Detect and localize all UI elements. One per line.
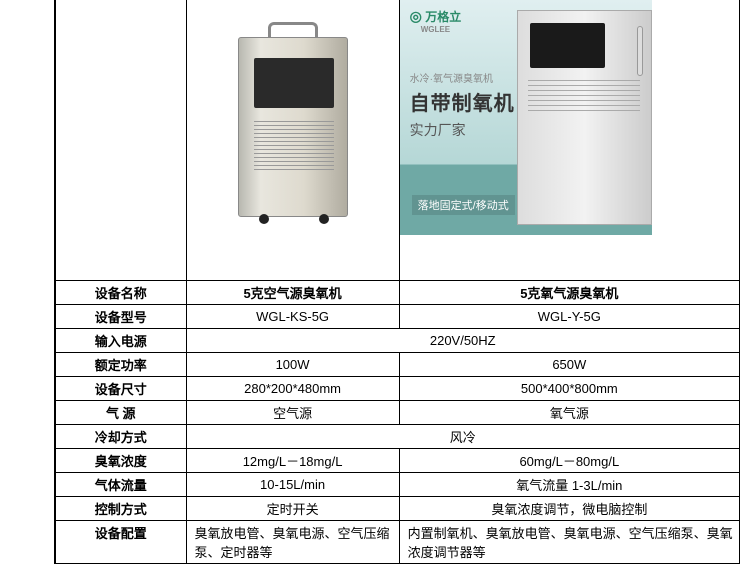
product-image-row: ◎ 万格立 WGLEE 水冷·氧气源臭氧机 自带制氧机 实力厂家 落地固定式/移… — [56, 0, 740, 280]
label-cfg: 设备配置 — [56, 520, 186, 563]
row-ctrl: 控制方式 定时开关 臭氧浓度调节，微电脑控制 — [56, 496, 740, 520]
flow-b: 氧气流量 1-3L/min — [399, 472, 739, 496]
ctrl-b: 臭氧浓度调节，微电脑控制 — [399, 496, 739, 520]
label-ctrl: 控制方式 — [56, 496, 186, 520]
cfg-b: 内置制氧机、臭氧放电管、臭氧电源、空气压缩泵、臭氧浓度调节器等 — [399, 520, 739, 563]
row-power: 输入电源 220V/50HZ — [56, 328, 740, 352]
image-row-label-empty — [56, 0, 186, 280]
machine-handle-icon — [268, 22, 318, 37]
size-a: 280*200*480mm — [186, 376, 399, 400]
slogan-footer: 落地固定式/移动式 — [412, 195, 515, 215]
row-flow: 气体流量 10-15L/min 氧气流量 1-3L/min — [56, 472, 740, 496]
control-panel-b-icon — [530, 23, 605, 68]
row-conc: 臭氧浓度 12mg/L－18mg/L 60mg/L－80mg/L — [56, 448, 740, 472]
label-power: 输入电源 — [56, 328, 186, 352]
caster-wheels-icon — [259, 214, 329, 224]
gas-b: 氧气源 — [399, 400, 739, 424]
row-size: 设备尺寸 280*200*480mm 500*400*800mm — [56, 376, 740, 400]
row-rated: 额定功率 100W 650W — [56, 352, 740, 376]
rated-b: 650W — [399, 352, 739, 376]
row-cfg: 设备配置 臭氧放电管、臭氧电源、空气压缩泵、定时器等 内置制氧机、臭氧放电管、臭… — [56, 520, 740, 563]
control-panel-icon — [254, 58, 334, 108]
label-rated: 额定功率 — [56, 352, 186, 376]
label-size: 设备尺寸 — [56, 376, 186, 400]
power-merged: 220V/50HZ — [186, 328, 740, 352]
product-a-image-cell — [186, 0, 399, 280]
product-a-illustration — [233, 22, 353, 222]
name-a: 5克空气源臭氧机 — [186, 280, 399, 304]
row-cool: 冷却方式 风冷 — [56, 424, 740, 448]
model-a: WGL-KS-5G — [186, 304, 399, 328]
flow-meter-icon — [637, 26, 643, 76]
name-b: 5克氧气源臭氧机 — [399, 280, 739, 304]
row-name: 设备名称 5克空气源臭氧机 5克氧气源臭氧机 — [56, 280, 740, 304]
rated-a: 100W — [186, 352, 399, 376]
product-b-illustration: ◎ 万格立 WGLEE 水冷·氧气源臭氧机 自带制氧机 实力厂家 落地固定式/移… — [400, 0, 652, 235]
conc-a: 12mg/L－18mg/L — [186, 448, 399, 472]
slogan-sub: 水冷·氧气源臭氧机 — [410, 70, 515, 85]
machine-body-a — [238, 37, 348, 217]
label-gas: 气 源 — [56, 400, 186, 424]
slogan-main2: 实力厂家 — [410, 120, 515, 140]
machine-body-b — [517, 10, 652, 225]
model-b: WGL-Y-5G — [399, 304, 739, 328]
conc-b: 60mg/L－80mg/L — [399, 448, 739, 472]
slogan-block: 水冷·氧气源臭氧机 自带制氧机 实力厂家 — [410, 70, 515, 140]
row-gas: 气 源 空气源 氧气源 — [56, 400, 740, 424]
spec-table: ◎ 万格立 WGLEE 水冷·氧气源臭氧机 自带制氧机 实力厂家 落地固定式/移… — [56, 0, 740, 564]
flow-a: 10-15L/min — [186, 472, 399, 496]
label-model: 设备型号 — [56, 304, 186, 328]
ctrl-a: 定时开关 — [186, 496, 399, 520]
label-flow: 气体流量 — [56, 472, 186, 496]
gas-a: 空气源 — [186, 400, 399, 424]
size-b: 500*400*800mm — [399, 376, 739, 400]
label-cool: 冷却方式 — [56, 424, 186, 448]
brand-sub: WGLEE — [410, 25, 462, 34]
product-b-image-cell: ◎ 万格立 WGLEE 水冷·氧气源臭氧机 自带制氧机 实力厂家 落地固定式/移… — [399, 0, 739, 280]
brand-logo: ◎ 万格立 WGLEE — [410, 8, 462, 34]
brand-name: 万格立 — [425, 10, 461, 24]
cool-merged: 风冷 — [186, 424, 740, 448]
label-name: 设备名称 — [56, 280, 186, 304]
label-conc: 臭氧浓度 — [56, 448, 186, 472]
slogan-main: 自带制氧机 — [410, 87, 515, 116]
vent-grille-b-icon — [528, 79, 640, 111]
row-model: 设备型号 WGL-KS-5G WGL-Y-5G — [56, 304, 740, 328]
vent-grille-icon — [254, 120, 334, 170]
cfg-a: 臭氧放电管、臭氧电源、空气压缩泵、定时器等 — [186, 520, 399, 563]
